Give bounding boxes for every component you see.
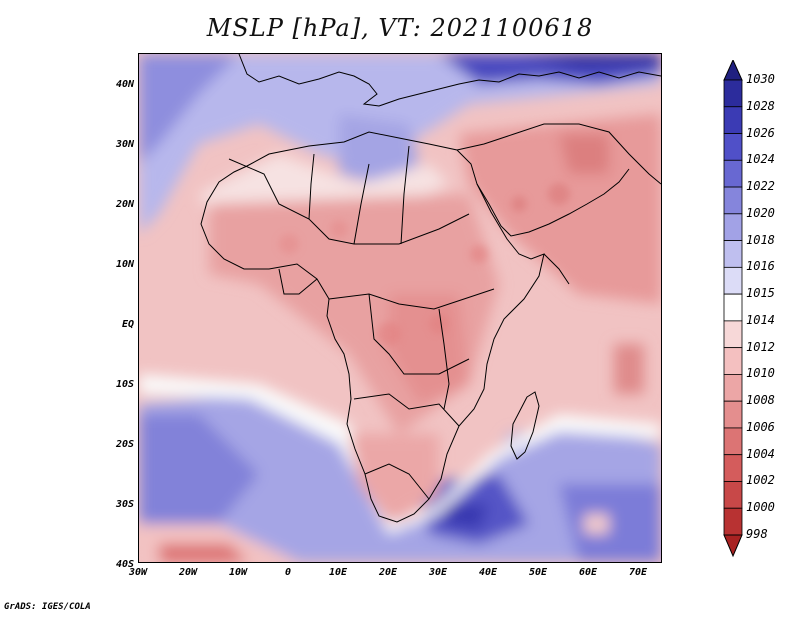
colorbar-swatch (723, 507, 743, 536)
colorbar-swatch (723, 266, 743, 295)
colorbar-label: 1014 (746, 312, 775, 327)
colorbar-label: 1024 (746, 152, 775, 167)
lon-label: 30W (128, 567, 148, 578)
colorbar-label: 1028 (746, 98, 775, 113)
colorbar-label: 1026 (746, 125, 775, 140)
plot-title: MSLP [hPa], VT: 2021100618 (206, 14, 594, 42)
lon-label: 70E (628, 567, 648, 578)
colorbar-label: 1002 (746, 473, 775, 488)
colorbar-swatch (723, 454, 743, 482)
lon-label: 40E (478, 567, 498, 578)
colorbar-swatch (723, 320, 743, 349)
colorbar-label: 1022 (746, 179, 775, 194)
lon-label: 60E (578, 567, 598, 578)
footer-credit: GrADS: IGES/COLA (4, 602, 91, 612)
colorbar-swatch (723, 106, 743, 134)
lon-label: 50E (528, 567, 548, 578)
lat-label: EQ (121, 319, 134, 330)
colorbar-label: 1018 (746, 232, 775, 247)
lat-label: 30S (115, 499, 134, 510)
lon-label: 20E (378, 567, 398, 578)
colorbar-swatch (723, 427, 743, 456)
colorbar-label: 1012 (746, 339, 775, 354)
lat-label: 40N (115, 79, 134, 90)
colorbar-swatch (723, 213, 743, 241)
colorbar-swatch (723, 79, 743, 108)
colorbar-swatch (723, 400, 743, 429)
colorbar-label: 1008 (746, 393, 775, 408)
colorbar-swatch (723, 293, 743, 322)
map-plot-area (138, 53, 662, 563)
colorbar-label: 1006 (746, 419, 775, 434)
colorbar-swatch (723, 374, 743, 402)
lon-label: 30E (428, 567, 448, 578)
colorbar-swatch (723, 240, 743, 268)
lon-label: 0 (284, 567, 292, 578)
colorbar-label: 1030 (746, 72, 775, 86)
colorbar-swatch (723, 133, 743, 161)
colorbar-label: 998 (746, 527, 768, 541)
colorbar-label: 1020 (746, 205, 775, 220)
lon-label: 10W (228, 567, 248, 578)
colorbar-label: 1016 (746, 259, 775, 274)
lat-label: 40S (115, 559, 134, 570)
colorbar-swatch (723, 159, 743, 188)
colorbar-top-arrow (723, 60, 743, 81)
colorbar-bottom-arrow (723, 534, 743, 558)
mslp-field (139, 54, 661, 562)
lat-label: 10N (115, 259, 134, 270)
lat-label: 20S (115, 439, 134, 450)
colorbar-swatch (723, 186, 743, 215)
lat-label: 20N (115, 199, 134, 210)
colorbar-label: 1004 (746, 446, 775, 461)
lat-label: 30N (115, 139, 134, 150)
colorbar-label: 1000 (746, 500, 775, 515)
lon-label: 20W (178, 567, 198, 578)
lon-label: 10E (328, 567, 348, 578)
colorbar-swatch (723, 481, 743, 509)
colorbar-swatch (723, 347, 743, 375)
lat-label: 10S (115, 379, 134, 390)
colorbar (723, 60, 743, 558)
colorbar-label: 1015 (746, 286, 775, 301)
colorbar-label: 1010 (746, 366, 775, 381)
